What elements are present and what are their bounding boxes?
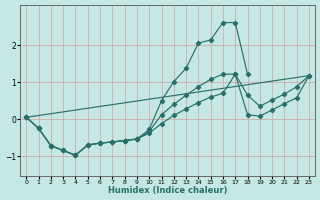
X-axis label: Humidex (Indice chaleur): Humidex (Indice chaleur) [108,186,228,195]
